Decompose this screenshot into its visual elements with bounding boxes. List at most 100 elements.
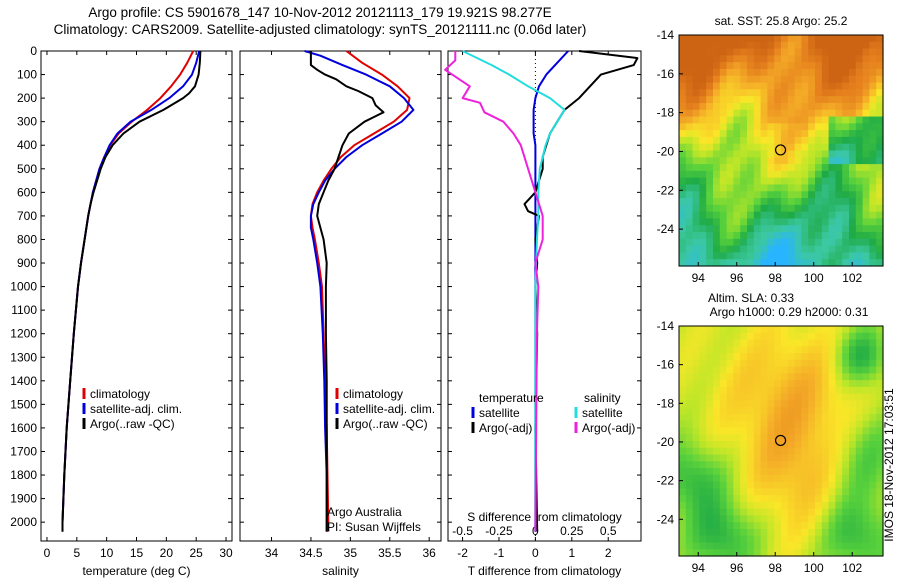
map-cell (828, 393, 836, 402)
map-cell (692, 143, 700, 152)
map-cell (726, 474, 734, 483)
map-cell (781, 474, 789, 483)
y-tick-label: 1600 (10, 421, 37, 435)
map-x-tick-label: 96 (730, 271, 744, 285)
map-cell (869, 102, 877, 111)
map-cell (794, 461, 802, 469)
map-cell (876, 109, 884, 118)
map-cell (787, 136, 796, 145)
map-cell (794, 346, 802, 354)
map-cell (679, 204, 687, 213)
map-cell (815, 109, 823, 118)
map-cell (692, 191, 700, 199)
map-cell (835, 359, 843, 368)
map-cell (862, 198, 870, 206)
map-cell (842, 55, 850, 63)
map-cell (747, 508, 755, 517)
map-cell (808, 89, 816, 97)
map-cell (719, 198, 728, 206)
map-cell (855, 393, 864, 402)
map-cell (699, 96, 707, 104)
map-cell (740, 164, 748, 172)
map-cell (828, 232, 836, 240)
map-cell (869, 170, 877, 179)
map-cell (699, 252, 707, 260)
map-cell (787, 75, 796, 84)
map-cell (706, 41, 714, 50)
sla-map (679, 326, 884, 557)
map-cell (794, 96, 802, 104)
map-cell (876, 198, 884, 206)
map-cell (815, 204, 823, 213)
map-cell (726, 35, 734, 43)
map-frame (678, 34, 884, 267)
map-cell (774, 407, 782, 415)
map-cell (815, 346, 823, 354)
map-cell (815, 211, 823, 220)
map-cell (808, 184, 816, 192)
map-cell (781, 150, 789, 158)
map-cell (862, 441, 870, 449)
map-cell (876, 48, 884, 56)
map-cell (808, 211, 816, 220)
map-cell (821, 157, 830, 165)
map-cell (719, 245, 728, 254)
map-cell (801, 204, 809, 213)
map-cell (815, 191, 823, 199)
map-x-tick-label: 94 (692, 561, 706, 575)
map-cell (815, 259, 823, 267)
map-cell (713, 353, 721, 361)
map-cell (733, 232, 741, 240)
map-cell (801, 447, 809, 456)
map-cell (713, 184, 721, 192)
map-cell (781, 184, 789, 192)
map-cell (808, 468, 816, 476)
map-cell (740, 332, 748, 341)
x-tick-label: 30 (219, 546, 233, 560)
map-cell (726, 48, 734, 56)
map-cell (821, 238, 830, 247)
map-cell (740, 522, 748, 530)
argo-float-location-marker (774, 434, 787, 447)
map-cell (855, 413, 864, 422)
map-cell (808, 528, 816, 537)
map-cell (774, 528, 782, 537)
map-cell (835, 326, 843, 334)
map-cell (787, 238, 796, 247)
map-cell (699, 501, 707, 510)
map-cell (815, 508, 823, 517)
map-cell (733, 143, 741, 152)
map-cell (774, 41, 782, 50)
map-cell (808, 427, 816, 435)
map-cell (760, 481, 768, 489)
map-cell (713, 150, 721, 158)
sst-map-title: sat. SST: 25.8 Argo: 25.2 (715, 14, 848, 28)
map-cell (706, 468, 714, 476)
map-cell (747, 252, 755, 260)
map-cell (740, 75, 748, 84)
map-cell (685, 501, 694, 510)
map-cell (753, 245, 762, 254)
map-cell (699, 549, 707, 557)
map-cell (679, 359, 687, 368)
map-cell (774, 204, 782, 213)
map-cell (706, 528, 714, 537)
map-cell (862, 96, 870, 104)
map-cell (767, 184, 775, 192)
map-cell (685, 102, 694, 111)
map-cell (842, 238, 850, 247)
map-cell (679, 143, 687, 152)
map-cell (753, 35, 762, 43)
map-cell (760, 522, 768, 530)
map-cell (808, 225, 816, 233)
map-cell (685, 386, 694, 395)
map-cell (774, 413, 782, 422)
map-cell (808, 535, 816, 544)
map-cell (869, 528, 877, 537)
map-cell (828, 102, 836, 111)
map-cell (685, 177, 694, 186)
map-cell (753, 393, 762, 402)
map-cell (849, 164, 857, 172)
map-cell (781, 495, 789, 503)
map-cell (801, 413, 809, 422)
